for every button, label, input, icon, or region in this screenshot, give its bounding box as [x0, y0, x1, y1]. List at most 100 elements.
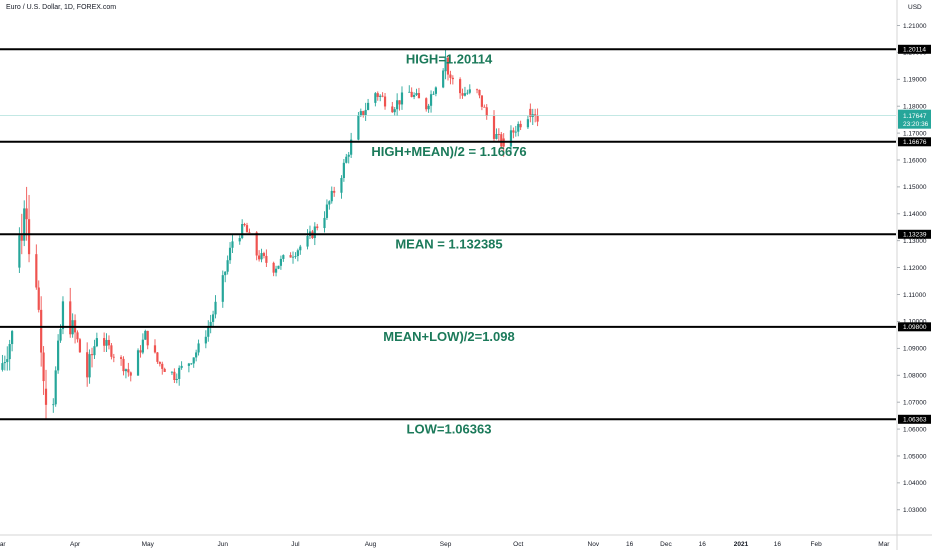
- level-label: MEAN = 1.132385: [395, 236, 502, 251]
- candle: [212, 310, 215, 328]
- candle: [316, 223, 319, 231]
- candle: [514, 125, 517, 137]
- candle: [226, 255, 229, 275]
- candle: [410, 87, 413, 98]
- candle: [112, 353, 115, 363]
- candle: [374, 92, 377, 107]
- candle: [195, 349, 198, 362]
- candle: [90, 347, 94, 368]
- level-price-tag: [898, 137, 931, 147]
- candle: [350, 132, 353, 158]
- candle: [204, 330, 207, 349]
- y-tick-label: 1.05000: [903, 453, 927, 460]
- candle: [153, 339, 157, 354]
- candle: [296, 248, 299, 262]
- candle: [483, 104, 486, 108]
- candle: [224, 271, 227, 283]
- candle: [408, 85, 411, 93]
- candle: [127, 362, 130, 377]
- candle: [173, 368, 176, 383]
- candle: [366, 98, 370, 111]
- candle: [429, 90, 433, 113]
- candle: [299, 244, 302, 255]
- candle: [27, 194, 31, 263]
- x-tick-label: Mar: [0, 541, 6, 548]
- level-price-tag: [898, 229, 931, 239]
- candle: [25, 186, 28, 241]
- candle: [444, 49, 447, 80]
- candle: [37, 280, 40, 313]
- candle: [124, 368, 128, 379]
- candle: [512, 127, 515, 139]
- candle: [141, 333, 144, 355]
- y-tick-label: 1.06000: [903, 426, 927, 433]
- candle: [107, 335, 111, 350]
- candle: [383, 92, 387, 110]
- candle: [517, 121, 520, 137]
- candle: [308, 225, 312, 240]
- candle: [531, 108, 534, 126]
- candle: [190, 362, 193, 365]
- y-tick-label: 1.07000: [903, 399, 927, 406]
- candle: [11, 329, 14, 352]
- candle: [279, 255, 283, 270]
- candle: [330, 186, 333, 204]
- candle: [207, 320, 210, 342]
- candle: [144, 329, 147, 340]
- candle: [475, 88, 479, 94]
- candle: [451, 75, 454, 85]
- level-label: HIGH=1.20114: [406, 51, 493, 66]
- candle: [497, 128, 500, 141]
- level-price-tag-label: 1.09800: [903, 324, 927, 331]
- candle: [93, 339, 96, 360]
- candle: [272, 261, 275, 277]
- currency-label[interactable]: USD: [908, 4, 922, 11]
- level-price-tag: [898, 414, 931, 424]
- y-tick-label: 1.10000: [903, 319, 927, 326]
- x-tick-label: Apr: [70, 541, 81, 548]
- level-label: LOW=1.06363: [407, 421, 492, 436]
- price-axis[interactable]: 1.210001.200001.190001.180001.170001.160…: [896, 0, 931, 550]
- candle: [23, 200, 26, 247]
- candle: [427, 103, 430, 113]
- candle: [291, 251, 295, 264]
- candle: [175, 373, 178, 384]
- candle: [381, 92, 384, 98]
- candle: [500, 131, 503, 150]
- candle: [69, 287, 72, 338]
- x-tick-label: Nov: [588, 541, 600, 548]
- candle: [8, 339, 11, 371]
- candle: [274, 265, 278, 277]
- candle: [146, 330, 149, 350]
- candle: [78, 337, 82, 353]
- candle: [192, 357, 195, 368]
- candle: [262, 251, 266, 259]
- y-tick-label: 1.04000: [903, 480, 927, 487]
- y-tick-label: 1.08000: [903, 373, 927, 380]
- candle: [398, 100, 401, 111]
- candle: [187, 362, 190, 373]
- candle: [241, 219, 244, 240]
- candle: [449, 70, 452, 85]
- candle: [434, 86, 437, 97]
- candle: [110, 342, 113, 360]
- candle: [119, 355, 123, 366]
- candle: [306, 229, 309, 250]
- last-price-tag: [898, 109, 931, 129]
- candle: [492, 110, 496, 143]
- candle: [260, 248, 263, 263]
- candle: [161, 361, 164, 375]
- candle: [170, 371, 174, 375]
- y-tick-label: 1.09000: [903, 346, 927, 353]
- candle: [519, 120, 522, 131]
- candle: [158, 361, 161, 367]
- candle: [54, 366, 57, 407]
- candle: [6, 346, 9, 371]
- candle: [529, 103, 532, 123]
- candle: [333, 186, 336, 197]
- level-label: HIGH+MEAN)/2 = 1.16676: [371, 144, 526, 159]
- time-axis[interactable]: Mar Apr May Jun Jul Aug Sep Oct Nov 16 Dec 16 2021 16…: [0, 534, 932, 548]
- candle: [231, 234, 234, 254]
